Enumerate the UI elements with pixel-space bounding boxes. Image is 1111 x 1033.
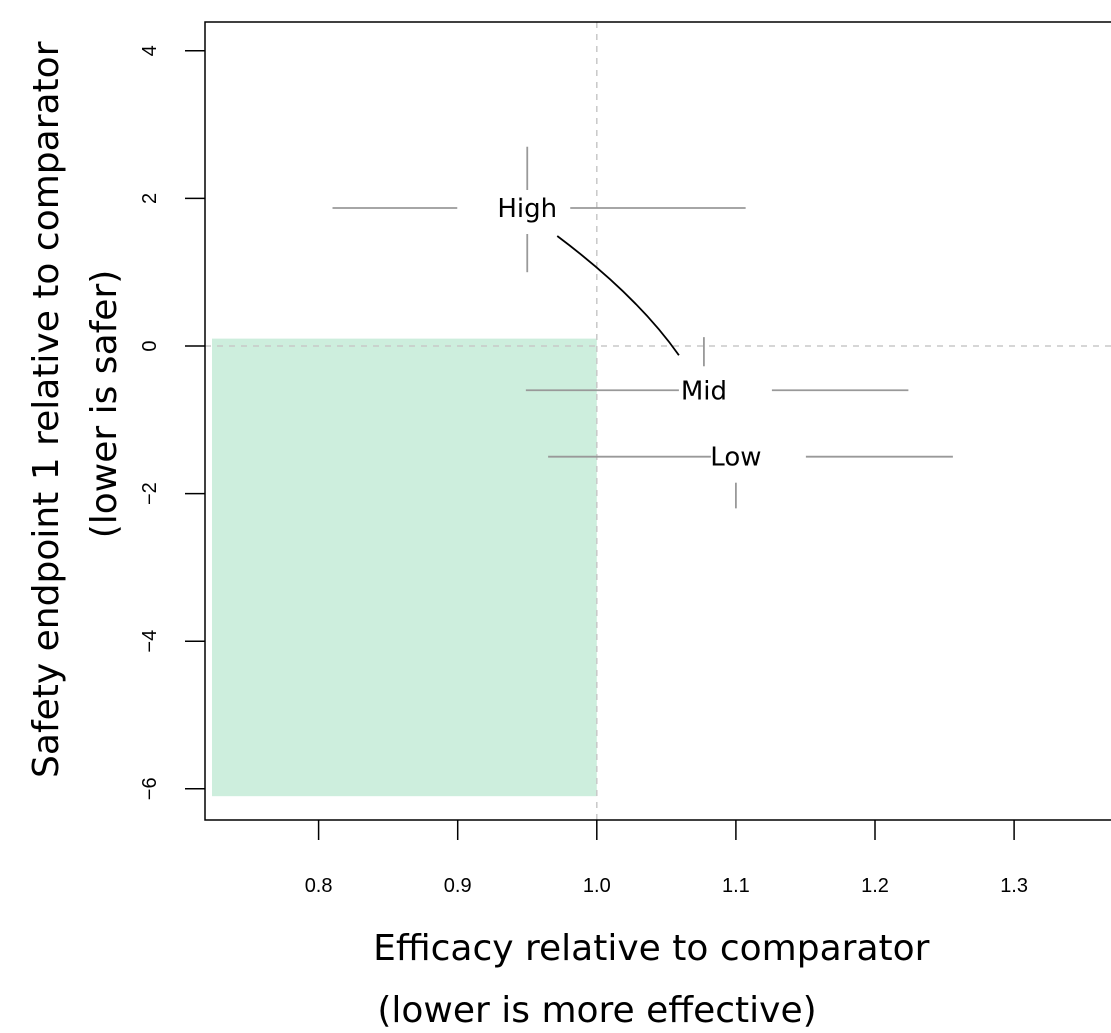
plot-border [204, 21, 1111, 821]
x-axis: 0.8 0.9 1.0 1.1 1.2 1.3 [305, 820, 1028, 897]
y-axis-title: Safety endpoint 1 relative to comparator… [26, 30, 125, 778]
x-tick-label: 1.3 [1000, 875, 1028, 897]
y-tick-label: 0 [139, 340, 161, 351]
y-tick-label: 2 [139, 193, 161, 204]
y-tick-label: −6 [139, 777, 161, 800]
plot-frame [204, 21, 1111, 821]
x-tick-label: 0.9 [444, 875, 472, 897]
y-axis-title-line-2: (lower is safer) [84, 270, 125, 539]
favourable-region [212, 338, 597, 797]
y-axis: −6 −4 −2 0 2 4 [139, 45, 205, 800]
x-tick-label: 1.0 [583, 875, 611, 897]
y-tick-label: 4 [139, 45, 161, 56]
x-tick-label: 1.1 [722, 875, 750, 897]
point-label-high: High [497, 194, 557, 224]
x-tick-label: 1.2 [861, 875, 889, 897]
point-label-low: Low [710, 443, 761, 473]
x-axis-title: Efficacy relative to comparator (lower i… [373, 928, 941, 1031]
point-labels: High Mid Low [497, 194, 761, 473]
confidence-intervals [332, 146, 953, 509]
y-tick-label: −4 [139, 630, 161, 653]
x-tick-label: 0.8 [305, 875, 333, 897]
point-label-mid: Mid [681, 376, 727, 406]
connector-curve [556, 235, 680, 356]
y-axis-title-line-1: Safety endpoint 1 relative to comparator [26, 41, 67, 778]
y-tick-label: −2 [139, 482, 161, 505]
x-axis-title-line-1: Efficacy relative to comparator [373, 928, 930, 969]
x-axis-title-line-2: (lower is more effective) [377, 990, 816, 1031]
reference-lines [205, 22, 1111, 820]
